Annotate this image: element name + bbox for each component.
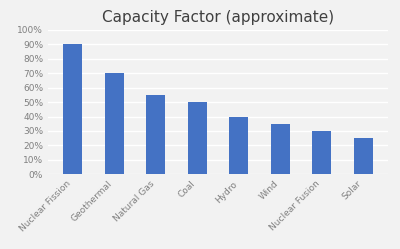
Bar	[64, 44, 82, 174]
Bar	[354, 138, 372, 174]
Bar	[105, 73, 124, 174]
Bar	[230, 117, 248, 174]
Title: Capacity Factor (approximate): Capacity Factor (approximate)	[102, 9, 334, 25]
Bar	[271, 124, 290, 174]
Bar	[146, 95, 165, 174]
Bar	[312, 131, 331, 174]
Bar	[188, 102, 206, 174]
